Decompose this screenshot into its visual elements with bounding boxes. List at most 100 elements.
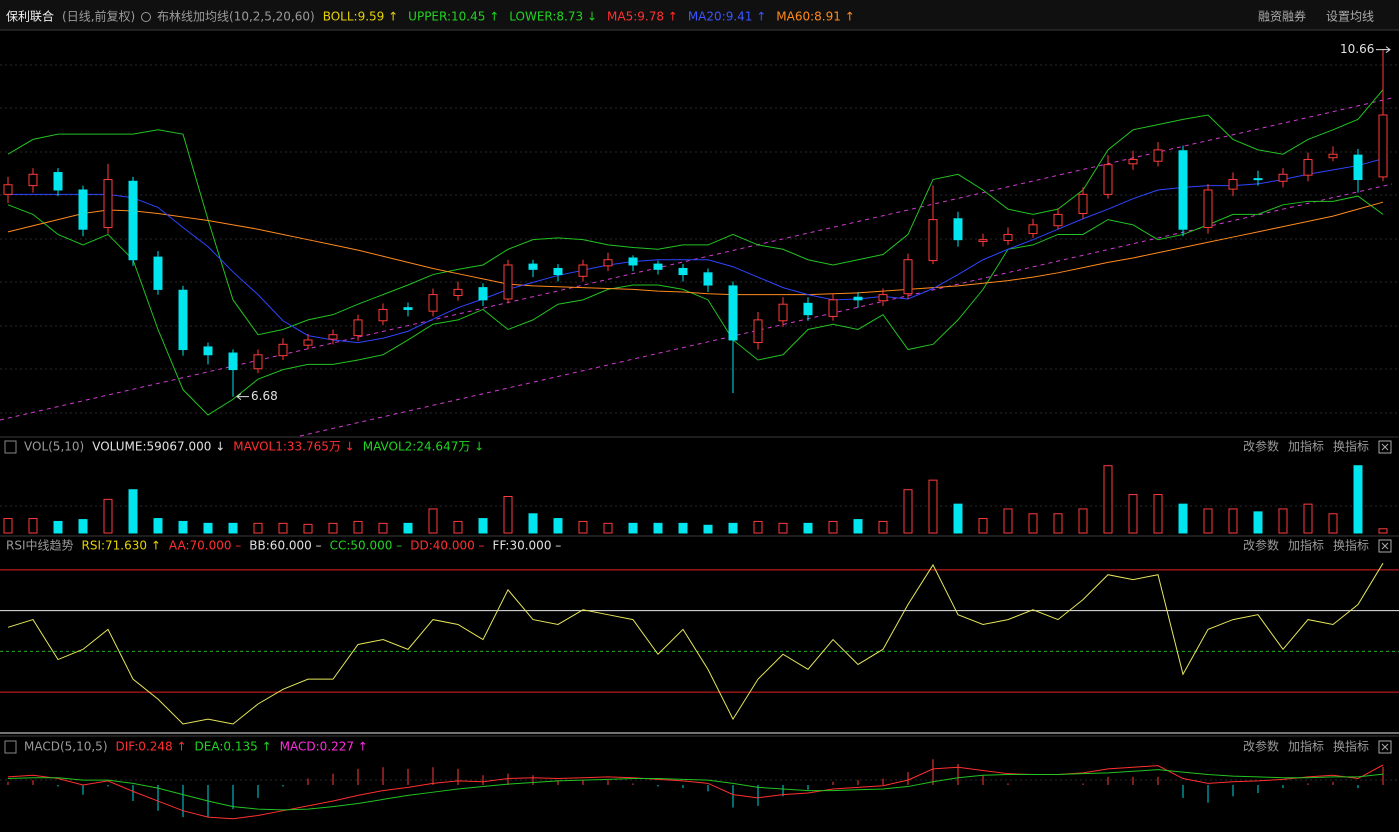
price-label: 10.66 <box>1340 42 1374 56</box>
candle-body <box>228 352 238 371</box>
volume-bar <box>528 513 538 534</box>
panel-button[interactable]: 换指标 <box>1333 538 1369 553</box>
candle-body <box>1278 173 1288 182</box>
candle-body <box>903 259 913 295</box>
trend-line <box>0 97 1393 421</box>
volume-bar <box>778 522 788 534</box>
candle-body <box>678 267 688 276</box>
candle-body <box>603 259 613 267</box>
volume-bar <box>3 518 13 534</box>
volume-bar <box>178 520 188 534</box>
volume-bar <box>328 522 338 534</box>
volume-bar <box>1203 508 1213 534</box>
volume-bar <box>378 522 388 534</box>
candle-body <box>1078 193 1088 215</box>
help-icon[interactable] <box>4 440 17 454</box>
volume-bar <box>553 518 563 534</box>
panel-button[interactable]: 加指标 <box>1288 439 1324 454</box>
indicator-readout: RSI:71.630 ↑ <box>82 539 161 553</box>
indicator-readout: AA:70.000 – <box>169 539 241 553</box>
volume-bar <box>878 520 888 534</box>
volume-bar <box>228 522 238 534</box>
volume-bar <box>1028 513 1038 534</box>
indicator-line <box>7 89 1384 336</box>
candle-body <box>303 339 313 346</box>
close-icon[interactable] <box>1378 740 1392 754</box>
panel-button[interactable]: 换指标 <box>1333 739 1369 754</box>
volume-bar <box>128 489 138 534</box>
indicator-readout: DIF:0.248 ↑ <box>116 740 187 754</box>
volume-bar <box>1303 503 1313 534</box>
volume-bar <box>803 522 813 534</box>
candle-body <box>128 180 138 261</box>
panel-button[interactable]: 改参数 <box>1243 538 1279 553</box>
close-icon[interactable] <box>1378 539 1392 553</box>
candle-body <box>353 319 363 337</box>
candle-body <box>828 299 838 317</box>
toolbar-button[interactable]: 融资融券 <box>1258 9 1306 24</box>
volume-bar <box>253 522 263 534</box>
candle-body <box>503 264 513 300</box>
volume-bar <box>1053 513 1063 534</box>
indicator-line <box>7 201 1384 296</box>
volume-bar <box>1228 508 1238 534</box>
indicator-readout: VOLUME:59067.000 ↓ <box>92 440 225 454</box>
candle-body <box>28 173 38 187</box>
candle-body <box>253 354 263 370</box>
candle-body <box>428 294 438 312</box>
indicator-readout: LOWER:8.73 ↓ <box>509 10 597 24</box>
candle-body <box>803 302 813 316</box>
indicator-readout: MA20:9.41 ↑ <box>688 10 766 24</box>
period: (日线,前复权) <box>62 9 135 24</box>
volume-bar <box>278 522 288 534</box>
volume-bar <box>53 520 63 534</box>
panel-button[interactable]: 改参数 <box>1243 439 1279 454</box>
panel-button[interactable]: 加指标 <box>1288 739 1324 754</box>
settings-icon[interactable] <box>141 12 151 22</box>
volume-bar <box>403 522 413 534</box>
panel-button[interactable]: 换指标 <box>1333 439 1369 454</box>
candle-body <box>703 272 713 286</box>
volume-bar <box>678 522 688 534</box>
candle-body <box>753 319 763 344</box>
panel-button[interactable]: 加指标 <box>1288 538 1324 553</box>
close-icon[interactable] <box>1378 440 1392 454</box>
price-arrow <box>236 393 249 401</box>
volume-bar <box>753 520 763 534</box>
candle-body <box>1128 158 1138 165</box>
candle-body <box>728 285 738 341</box>
volume-bar <box>503 496 513 534</box>
volume-bar <box>953 503 963 534</box>
candle-body <box>1253 178 1263 181</box>
indicator-readout: MA5:9.78 ↑ <box>607 10 678 24</box>
indicator-readout: BB:60.000 – <box>249 539 321 553</box>
volume-bar <box>853 519 863 534</box>
volume-bar <box>1328 513 1338 534</box>
candle-body <box>1178 150 1188 230</box>
panel-button[interactable]: 改参数 <box>1243 739 1279 754</box>
indicator-readout: MA60:8.91 ↑ <box>776 10 854 24</box>
volume-bar <box>353 520 363 534</box>
help-icon[interactable] <box>4 740 17 754</box>
panel-icons <box>4 12 1392 754</box>
indicator-readout: FF:30.000 – <box>493 539 562 553</box>
volume-bar <box>1278 508 1288 534</box>
price-arrow <box>1376 46 1391 53</box>
candle-body <box>1353 154 1363 181</box>
panel-title: RSI中线趋势 <box>6 538 74 553</box>
candle-body <box>528 263 538 270</box>
candle-body <box>653 263 663 270</box>
candle-body <box>478 287 488 301</box>
toolbar-button[interactable]: 设置均线 <box>1326 10 1374 24</box>
candle-body <box>1228 179 1238 190</box>
candle-body <box>403 307 413 310</box>
volume-bar <box>603 522 613 534</box>
volume-bar <box>453 520 463 534</box>
indicator-line <box>8 158 1384 344</box>
volume-bar <box>153 518 163 534</box>
candle-body <box>553 267 563 276</box>
candle-body <box>1303 158 1313 176</box>
candle-body <box>1328 153 1338 159</box>
dea-line <box>7 769 1384 811</box>
